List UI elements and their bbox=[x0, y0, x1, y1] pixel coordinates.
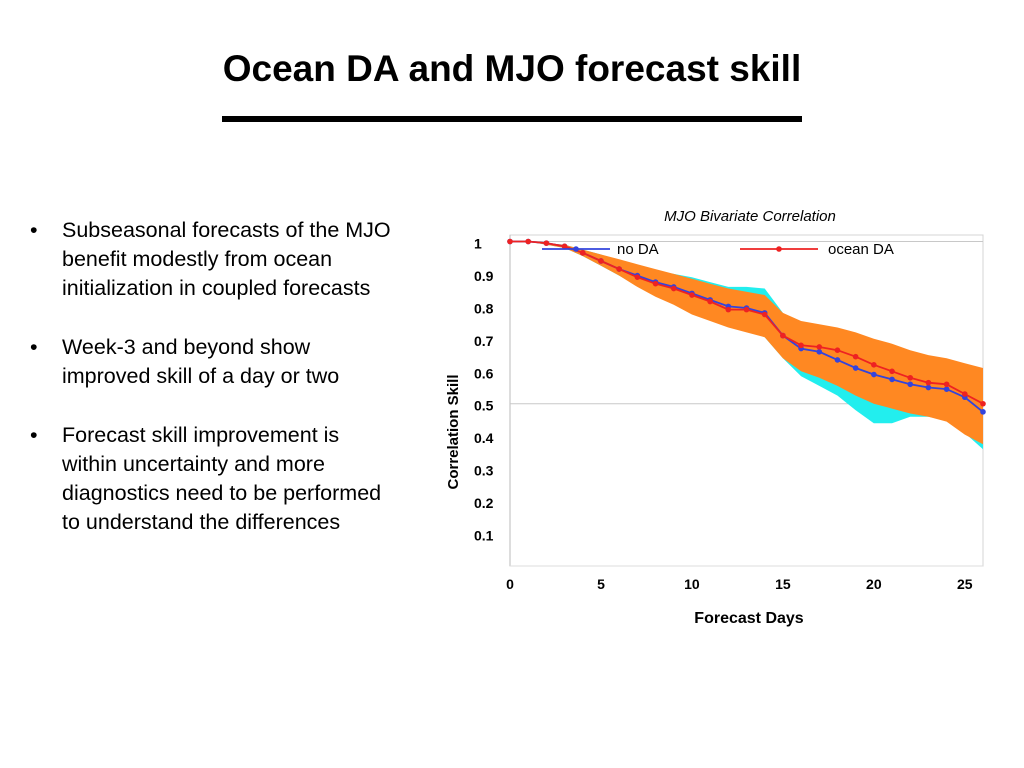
ocean-da-data-point bbox=[579, 250, 586, 256]
ocean-da-spread-band bbox=[510, 241, 983, 445]
x-axis-label: Forecast Days bbox=[694, 610, 803, 627]
slide-title: Ocean DA and MJO forecast skill bbox=[222, 48, 802, 89]
ocean-da-markers bbox=[507, 238, 986, 407]
ocean-da-data-point bbox=[798, 342, 804, 349]
ocean-da-data-point bbox=[652, 280, 659, 287]
no-da-data-point bbox=[834, 357, 841, 363]
no-da-data-point bbox=[816, 349, 823, 355]
x-tick-label: 10 bbox=[684, 576, 700, 592]
ocean-da-data-point bbox=[943, 381, 950, 388]
y-tick-label: 0.5 bbox=[474, 398, 494, 414]
ocean-da-data-point bbox=[852, 353, 859, 360]
x-tick-label: 5 bbox=[597, 576, 605, 592]
no-da-data-point bbox=[852, 365, 859, 371]
ocean-da-data-point bbox=[743, 306, 750, 313]
y-tick-label: 0.6 bbox=[474, 365, 494, 381]
x-tick-label: 0 bbox=[506, 576, 514, 592]
ocean-da-data-point bbox=[925, 379, 932, 386]
y-tick-label: 0.4 bbox=[474, 430, 494, 446]
ocean-da-data-point bbox=[689, 292, 695, 298]
ocean-da-data-point bbox=[707, 298, 713, 305]
bullet-item: Subseasonal forecasts of the MJO benefit… bbox=[30, 216, 400, 303]
x-tick-label: 20 bbox=[866, 576, 882, 592]
y-tick-label: 0.3 bbox=[474, 463, 494, 479]
ocean-da-data-point bbox=[598, 258, 604, 264]
y-tick-label: 0.2 bbox=[474, 495, 494, 511]
bullet-item: Forecast skill improvement is within unc… bbox=[30, 421, 400, 537]
x-tick-label: 25 bbox=[957, 576, 973, 592]
no-da-data-point bbox=[889, 376, 895, 383]
ocean-da-data-point bbox=[507, 238, 513, 245]
ocean-da-data-point bbox=[525, 238, 531, 245]
ocean-da-data-point bbox=[543, 240, 550, 246]
legend-label: no DA bbox=[617, 241, 659, 258]
ocean-da-data-point bbox=[962, 391, 968, 397]
y-tick-label: 0.7 bbox=[474, 333, 494, 349]
no-da-data-point bbox=[925, 384, 932, 391]
legend-entry-ocean-da: ocean DA bbox=[740, 241, 894, 258]
bullet-item: Week-3 and beyond show improved skill of… bbox=[30, 333, 400, 391]
ocean-da-data-point bbox=[816, 344, 823, 350]
legend-swatch-marker bbox=[776, 246, 782, 252]
legend-entry-no-da: no DA bbox=[542, 241, 659, 258]
ocean-da-data-point bbox=[780, 332, 786, 339]
ocean-da-data-point bbox=[670, 285, 677, 292]
no-da-spread-band bbox=[510, 241, 983, 450]
no-da-data-point bbox=[907, 381, 914, 388]
ocean-da-data-point bbox=[980, 400, 986, 407]
ocean-da-data-point bbox=[871, 362, 877, 368]
bullet-list: Subseasonal forecasts of the MJO benefit… bbox=[30, 216, 400, 567]
no-da-data-point bbox=[943, 386, 950, 392]
ocean-da-data-point bbox=[561, 243, 568, 250]
ocean-da-data-point bbox=[761, 311, 768, 318]
x-tick-label: 15 bbox=[775, 576, 791, 592]
legend-swatch-marker bbox=[573, 246, 579, 252]
ocean-da-data-point bbox=[616, 266, 622, 272]
plot-area: 1 0.9 0.8 0.7 0.6 0.5 0.4 0.3 0.2 0.1 0 5 10 15 20 25 no… bbox=[474, 234, 986, 592]
y-tick-label: 0.9 bbox=[474, 268, 494, 284]
ocean-da-data-point bbox=[889, 368, 895, 375]
ocean-da-data-point bbox=[834, 347, 841, 354]
title-underline bbox=[222, 116, 802, 122]
y-axis-label: Correlation Skill bbox=[445, 374, 462, 489]
y-tick-label: 0.8 bbox=[474, 300, 494, 316]
ocean-da-data-point bbox=[725, 306, 732, 313]
legend-label: ocean DA bbox=[828, 241, 894, 258]
y-tick-label: 1 bbox=[474, 235, 482, 251]
ocean-da-data-point bbox=[907, 374, 914, 381]
y-tick-label: 0.1 bbox=[474, 528, 494, 544]
chart-title: MJO Bivariate Correlation bbox=[664, 208, 836, 225]
no-da-data-point bbox=[871, 371, 877, 378]
no-da-data-point bbox=[980, 409, 986, 415]
ocean-da-data-point bbox=[634, 274, 641, 280]
